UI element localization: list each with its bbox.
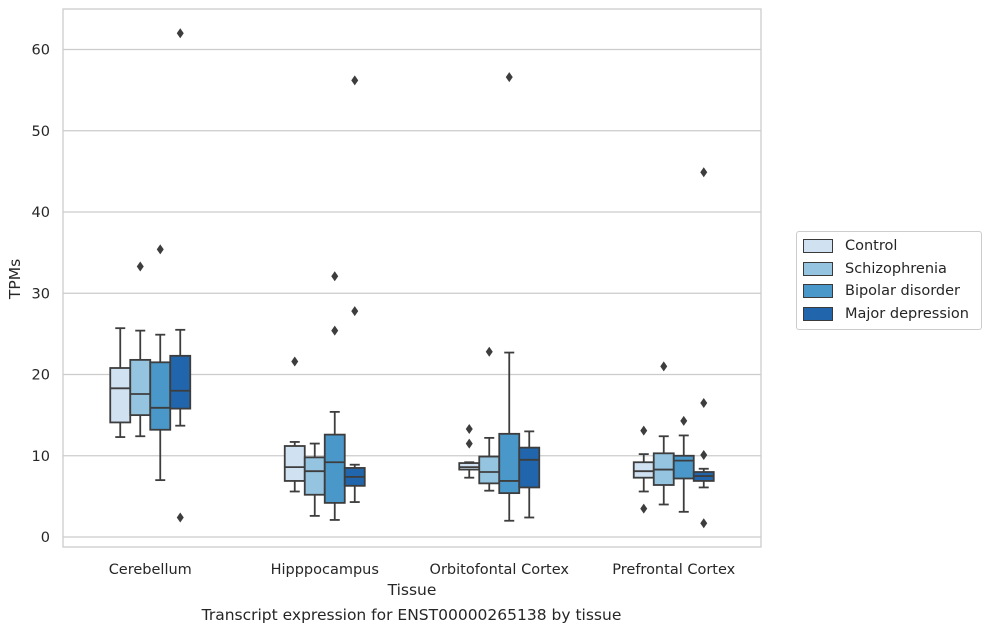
box-series4-cat4 (692, 167, 715, 529)
outlier-series2-cat1-1 (136, 261, 144, 272)
outlier-series1-cat4-2 (640, 503, 648, 514)
legend-label-schizophrenia: Schizophrenia (845, 260, 947, 277)
plot-area-frame (62, 8, 762, 548)
outlier-series2-cat4-1 (660, 361, 668, 372)
figure-caption: Transcript expression for ENST0000026513… (201, 606, 622, 624)
outlier-series4-cat4-3 (700, 449, 708, 460)
outlier-series4-cat2-1 (351, 75, 359, 86)
outlier-series3-cat2-2 (331, 325, 339, 336)
box-series2-cat4 (652, 361, 675, 506)
legend-swatch-schizophrenia (803, 261, 833, 276)
box-series3-cat2 (323, 271, 346, 521)
iqr-box-series4-cat1 (169, 354, 192, 410)
y-tick-label-20: 20 (32, 368, 50, 384)
iqr-box-series1-cat4 (632, 461, 655, 479)
y-tick-label-10: 10 (32, 449, 50, 465)
outlier-series4-cat4-4 (700, 518, 708, 529)
iqr-box-series1-cat2 (283, 445, 306, 482)
box-series3-cat1 (149, 244, 172, 482)
box-series1-cat2 (283, 356, 306, 493)
box-series2-cat3 (478, 346, 501, 492)
x-tick-labels: Cerebellum Hipppocampus Orbitofontal Corte… (109, 562, 736, 578)
legend-label-bipolar-disorder: Bipolar disorder (845, 283, 960, 300)
iqr-box-series3-cat1 (149, 361, 172, 431)
box-series4-cat1 (169, 28, 192, 523)
legend-swatch-bipolar-disorder (803, 284, 833, 299)
box-series2-cat2 (303, 442, 326, 517)
y-tick-label-0: 0 (41, 530, 50, 546)
x-tick-label-1: Cerebellum (109, 562, 192, 578)
iqr-box-series2-cat2 (303, 456, 326, 496)
outlier-series3-cat3-1 (505, 72, 513, 83)
legend-swatch-major-depression (803, 306, 833, 321)
box-series4-cat2 (343, 75, 366, 503)
outlier-series4-cat1-1 (176, 28, 184, 39)
outlier-series3-cat2-1 (331, 271, 339, 282)
outlier-series4-cat4-1 (700, 167, 708, 178)
outlier-series1-cat3-1 (465, 423, 473, 434)
outlier-series2-cat3-1 (485, 346, 493, 357)
legend: Control Schizophrenia Bipolar disorder M… (796, 231, 982, 330)
legend-item-bipolar-disorder: Bipolar disorder (797, 280, 981, 303)
box-series1-cat3 (458, 423, 481, 479)
legend-item-schizophrenia: Schizophrenia (797, 258, 981, 281)
box-series4-cat3 (518, 430, 541, 519)
outlier-series1-cat3-2 (465, 438, 473, 449)
y-tick-label-30: 30 (32, 286, 50, 302)
x-tick-label-2: Hipppocampus (271, 562, 379, 578)
box-series3-cat3 (498, 72, 521, 522)
box-series2-cat1 (129, 261, 152, 438)
outlier-series3-cat4-1 (680, 415, 688, 426)
y-tick-label-40: 40 (32, 205, 50, 221)
iqr-box-series3-cat4 (672, 454, 695, 480)
outlier-series1-cat4-1 (640, 425, 648, 436)
outlier-series1-cat2-1 (291, 356, 299, 367)
x-tick-label-3: Orbitofontal Cortex (430, 562, 570, 578)
outlier-series3-cat1-1 (156, 244, 164, 255)
outlier-series4-cat2-2 (351, 306, 359, 317)
y-axis-label: TPMs (6, 259, 24, 300)
iqr-box-series1-cat1 (109, 367, 132, 424)
iqr-box-series4-cat3 (518, 446, 541, 489)
legend-swatch-control (803, 239, 833, 254)
outlier-series4-cat1-2 (176, 512, 184, 523)
y-tick-label-60: 60 (32, 43, 50, 59)
y-tick-labels: 0 10 20 30 40 50 60 (32, 43, 50, 547)
box-series1-cat4 (632, 425, 655, 514)
y-tick-label-50: 50 (32, 124, 50, 140)
iqr-box-series2-cat1 (129, 358, 152, 417)
box-series3-cat4 (672, 415, 695, 513)
iqr-box-series2-cat3 (478, 455, 501, 485)
legend-item-major-depression: Major depression (797, 303, 981, 326)
legend-item-control: Control (797, 235, 981, 258)
legend-label-major-depression: Major depression (845, 305, 969, 322)
outlier-series4-cat4-2 (700, 397, 708, 408)
boxes-layer (109, 28, 715, 529)
x-axis-label: Tissue (387, 581, 437, 599)
x-tick-label-4: Prefrontal Cortex (612, 562, 735, 578)
iqr-box-series3-cat3 (498, 432, 521, 495)
iqr-box-series3-cat2 (323, 433, 346, 504)
box-series1-cat1 (109, 327, 132, 438)
legend-label-control: Control (845, 238, 898, 255)
